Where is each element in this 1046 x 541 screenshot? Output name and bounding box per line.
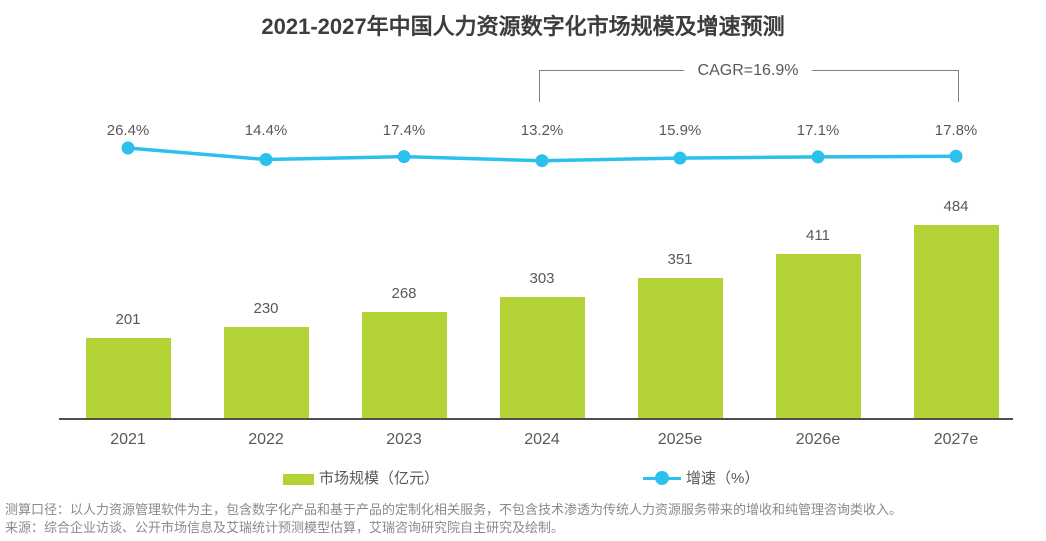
x-tick-2027e: 2027e bbox=[933, 431, 979, 448]
bar-2024 bbox=[499, 297, 585, 419]
growth-point-2023 bbox=[397, 150, 411, 164]
legend-line-label: 增速（%） bbox=[686, 470, 760, 487]
x-tick-2023: 2023 bbox=[386, 431, 422, 448]
x-tick-2024: 2024 bbox=[524, 431, 560, 448]
bar-value-label-2022: 230 bbox=[253, 300, 279, 317]
bar-value-label-2027e: 484 bbox=[943, 198, 969, 215]
growth-point-2026e bbox=[811, 150, 825, 164]
footnote-scope: 测算口径：以人力资源管理软件为主，包含数字化产品和基于产品的定制化相关服务，不包… bbox=[5, 502, 903, 517]
bar-value-label-2024: 303 bbox=[529, 270, 555, 287]
growth-label-2023: 17.4% bbox=[382, 122, 426, 139]
legend-line-dot-icon bbox=[655, 471, 669, 485]
bar-2021 bbox=[85, 338, 171, 419]
cagr-annotation: CAGR=16.9% bbox=[539, 62, 957, 80]
x-tick-2021: 2021 bbox=[110, 431, 146, 448]
growth-point-2022 bbox=[259, 153, 273, 167]
bar-value-label-2025e: 351 bbox=[667, 251, 693, 268]
bar-2022 bbox=[223, 327, 309, 419]
growth-point-2021 bbox=[121, 141, 135, 155]
bar-value-label-2021: 201 bbox=[115, 311, 141, 328]
growth-point-2025e bbox=[673, 151, 687, 165]
legend-bar-label: 市场规模（亿元） bbox=[319, 470, 440, 487]
growth-point-2027e bbox=[949, 149, 963, 163]
footnotes: 测算口径：以人力资源管理软件为主，包含数字化产品和基于产品的定制化相关服务，不包… bbox=[5, 501, 902, 536]
footnote-source: 来源：综合企业访谈、公开市场信息及艾瑞统计预测模型估算，艾瑞咨询研究院自主研究及… bbox=[5, 519, 565, 535]
x-tick-2025e: 2025e bbox=[657, 431, 703, 448]
growth-point-2024 bbox=[535, 154, 549, 168]
cagr-label: CAGR=16.9% bbox=[683, 62, 813, 80]
growth-label-2021: 26.4% bbox=[106, 122, 150, 139]
bar-value-label-2026e: 411 bbox=[806, 227, 830, 244]
growth-label-2024: 13.2% bbox=[520, 122, 564, 139]
bar-2025e bbox=[637, 278, 723, 419]
bar-2026e bbox=[775, 254, 861, 419]
growth-label-2025e: 15.9% bbox=[658, 122, 702, 139]
bar-2027e bbox=[913, 225, 999, 419]
x-axis-line bbox=[59, 418, 1013, 420]
chart-title: 2021-2027年中国人力资源数字化市场规模及增速预测 bbox=[261, 14, 785, 39]
legend-bar-swatch bbox=[283, 474, 314, 485]
growth-line bbox=[127, 146, 957, 163]
bar-value-label-2023: 268 bbox=[391, 285, 417, 302]
growth-label-2026e: 17.1% bbox=[796, 122, 840, 139]
x-tick-2022: 2022 bbox=[248, 431, 284, 448]
growth-label-2022: 14.4% bbox=[244, 122, 288, 139]
growth-label-2027e: 17.8% bbox=[934, 122, 978, 139]
x-tick-2026e: 2026e bbox=[795, 431, 841, 448]
bar-2023 bbox=[361, 312, 447, 419]
